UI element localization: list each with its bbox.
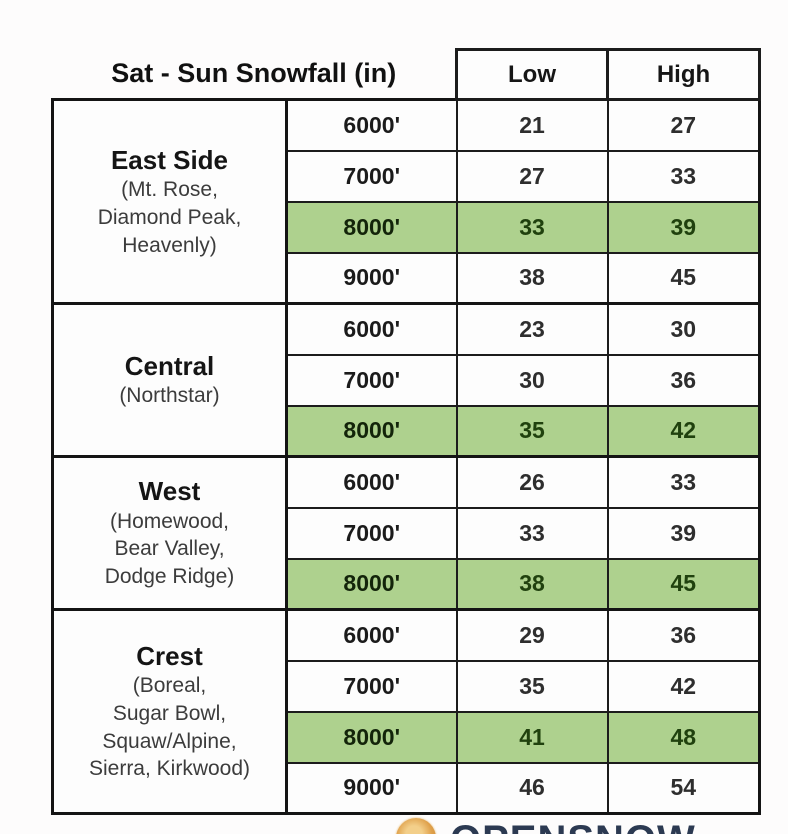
region-detail: Dodge Ridge) <box>104 565 235 589</box>
high-value-cell: 42 <box>606 659 761 713</box>
table-row: 7000' 27 33 <box>53 149 761 203</box>
high-value-cell: 45 <box>606 251 761 305</box>
elevation-cell: 6000' <box>285 98 458 152</box>
low-value-cell: 35 <box>455 659 609 713</box>
elevation-cell: 9000' <box>285 251 458 305</box>
low-value-cell: 29 <box>455 608 609 662</box>
low-value-cell: 38 <box>455 251 609 305</box>
region-cell-central: Central (Northstar) <box>51 302 288 458</box>
elevation-cell: 7000' <box>285 506 458 560</box>
low-value-cell: 23 <box>455 302 609 356</box>
elevation-cell: 7000' <box>285 353 458 407</box>
snowfall-table: Sat - Sun Snowfall (in) Low High East Si… <box>51 48 761 815</box>
low-value-cell: 30 <box>455 353 609 407</box>
elevation-cell: 6000' <box>285 608 458 662</box>
high-value-cell: 39 <box>606 200 761 254</box>
column-header-high: High <box>606 48 761 101</box>
region-detail: Sugar Bowl, <box>112 702 227 726</box>
high-value-cell: 45 <box>606 557 761 611</box>
opensnow-sun-icon <box>396 818 436 834</box>
high-value-cell: 39 <box>606 506 761 560</box>
opensnow-logo-text: OPENSNOW <box>450 814 696 834</box>
low-value-cell: 38 <box>455 557 609 611</box>
elevation-cell: 7000' <box>285 659 458 713</box>
table-row-highlighted: 8000' 35 42 <box>53 404 761 458</box>
elevation-cell: 6000' <box>285 455 458 509</box>
region-cell-crest: Crest (Boreal, Sugar Bowl, Squaw/Alpine,… <box>51 608 288 815</box>
region-name: Crest <box>136 640 203 671</box>
elevation-cell: 6000' <box>285 302 458 356</box>
table-row: 9000' 38 45 <box>53 251 761 305</box>
region-detail: Squaw/Alpine, <box>102 729 237 753</box>
low-value-cell: 33 <box>455 200 609 254</box>
region-detail: Heavenly) <box>122 233 217 257</box>
high-value-cell: 36 <box>606 608 761 662</box>
table-title: Sat - Sun Snowfall (in) <box>111 58 397 89</box>
table-row: 9000' 46 54 <box>53 761 761 815</box>
table-row: East Side (Mt. Rose, Diamond Peak, Heave… <box>51 98 761 305</box>
column-header-low: Low <box>455 48 609 101</box>
table-row: Central (Northstar) 6000' 23 30 <box>51 302 761 458</box>
region-detail: (Homewood, <box>109 509 230 533</box>
table-row-highlighted: 8000' 38 45 <box>53 557 761 611</box>
elevation-cell: 8000' <box>285 557 458 611</box>
table-row: 7000' 30 36 <box>53 353 761 407</box>
high-value-cell: 33 <box>606 455 761 509</box>
region-detail: (Boreal, <box>132 674 207 698</box>
region-name: East Side <box>110 144 229 175</box>
table-row-highlighted: 8000' 41 48 <box>53 710 761 764</box>
high-value-cell: 42 <box>606 404 761 458</box>
region-name: Central <box>124 350 215 381</box>
table-row: West (Homewood, Bear Valley, Dodge Ridge… <box>51 455 761 611</box>
elevation-cell: 8000' <box>285 710 458 764</box>
region-name: West <box>138 476 201 507</box>
table-header-row: Sat - Sun Snowfall (in) Low High <box>53 48 761 101</box>
low-value-cell: 41 <box>455 710 609 764</box>
region-detail: Diamond Peak, <box>97 205 242 229</box>
low-value-cell: 33 <box>455 506 609 560</box>
table-row: 7000' 35 42 <box>53 659 761 713</box>
low-value-cell: 46 <box>455 761 609 815</box>
high-value-cell: 36 <box>606 353 761 407</box>
low-value-cell: 26 <box>455 455 609 509</box>
region-detail: (Mt. Rose, <box>121 178 218 202</box>
high-value-cell: 54 <box>606 761 761 815</box>
region-detail: Sierra, Kirkwood) <box>88 757 251 781</box>
elevation-cell: 7000' <box>285 149 458 203</box>
table-row-highlighted: 8000' 33 39 <box>53 200 761 254</box>
high-value-cell: 30 <box>606 302 761 356</box>
high-value-cell: 48 <box>606 710 761 764</box>
region-detail: (Northstar) <box>119 384 220 408</box>
high-value-cell: 33 <box>606 149 761 203</box>
opensnow-logo: OPENSNOW <box>396 814 696 834</box>
elevation-cell: 8000' <box>285 404 458 458</box>
region-cell-west: West (Homewood, Bear Valley, Dodge Ridge… <box>51 455 288 611</box>
table-row: Crest (Boreal, Sugar Bowl, Squaw/Alpine,… <box>51 608 761 815</box>
low-value-cell: 21 <box>455 98 609 152</box>
elevation-cell: 8000' <box>285 200 458 254</box>
region-cell-east-side: East Side (Mt. Rose, Diamond Peak, Heave… <box>51 98 288 305</box>
elevation-cell: 9000' <box>285 761 458 815</box>
low-value-cell: 35 <box>455 404 609 458</box>
high-value-cell: 27 <box>606 98 761 152</box>
table-row: 7000' 33 39 <box>53 506 761 560</box>
region-detail: Bear Valley, <box>114 537 225 561</box>
low-value-cell: 27 <box>455 149 609 203</box>
